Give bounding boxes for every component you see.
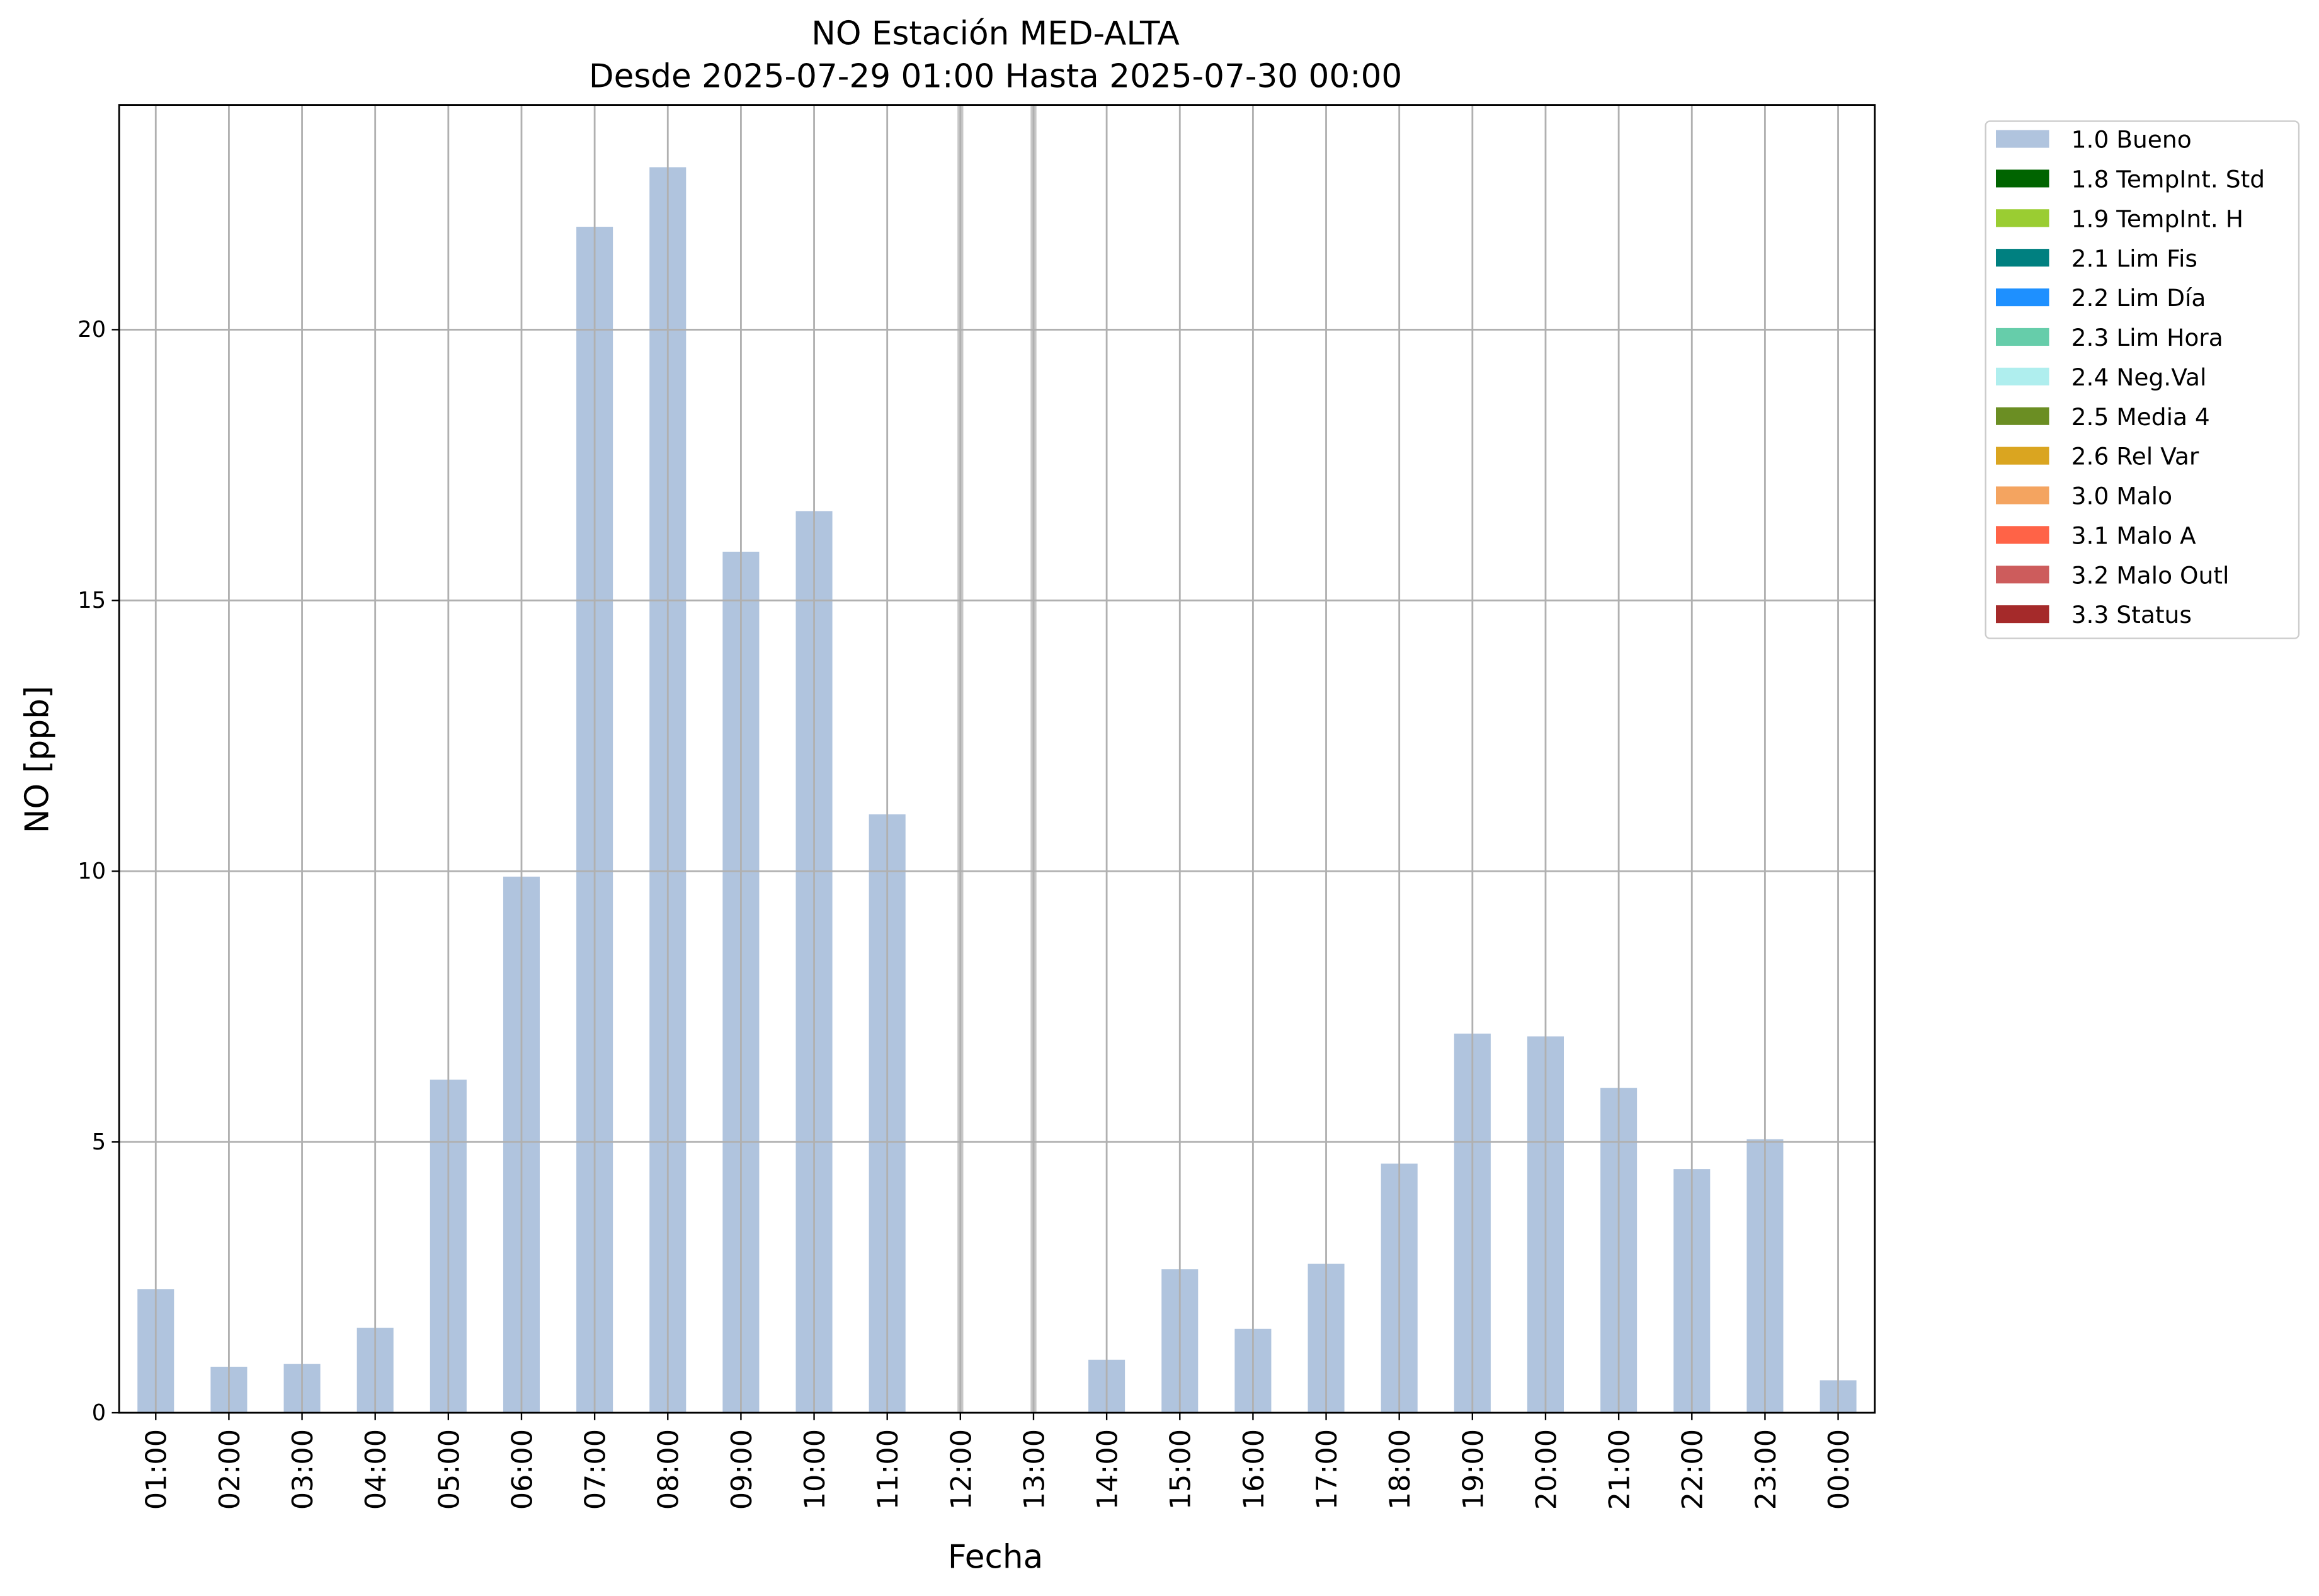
y-tick-label: 20 bbox=[77, 317, 106, 343]
legend-label: 2.1 Lim Fis bbox=[2071, 244, 2197, 272]
x-tick-label: 08:00 bbox=[652, 1429, 685, 1510]
legend-swatch bbox=[1996, 367, 2049, 385]
y-tick-label: 10 bbox=[77, 858, 106, 884]
legend-swatch bbox=[1996, 130, 2049, 148]
x-tick-label: 02:00 bbox=[214, 1429, 246, 1510]
x-tick-label: 14:00 bbox=[1091, 1429, 1124, 1510]
y-tick-label: 5 bbox=[92, 1129, 106, 1155]
legend-swatch bbox=[1996, 209, 2049, 227]
x-tick-label: 17:00 bbox=[1311, 1429, 1343, 1510]
legend-swatch bbox=[1996, 249, 2049, 267]
legend-label: 2.3 Lim Hora bbox=[2071, 324, 2223, 351]
legend-label: 2.6 Rel Var bbox=[2071, 443, 2199, 470]
legend-swatch bbox=[1996, 566, 2049, 584]
x-tick-label: 19:00 bbox=[1457, 1429, 1490, 1510]
legend-swatch bbox=[1996, 526, 2049, 544]
x-tick-label: 18:00 bbox=[1384, 1429, 1416, 1510]
x-tick-label: 22:00 bbox=[1677, 1429, 1709, 1510]
x-tick-label: 23:00 bbox=[1750, 1429, 1782, 1510]
legend-box bbox=[1985, 120, 2300, 639]
x-tick-label: 06:00 bbox=[506, 1429, 538, 1510]
y-tick-label: 0 bbox=[92, 1400, 106, 1426]
legend-swatch bbox=[1996, 407, 2049, 425]
legend-label: 1.8 TempInt. Std bbox=[2071, 166, 2265, 193]
x-tick-label: 09:00 bbox=[726, 1429, 758, 1510]
x-tick-label: 21:00 bbox=[1604, 1429, 1636, 1510]
x-tick-label: 20:00 bbox=[1530, 1429, 1563, 1510]
y-axis-label: NO [ppb] bbox=[19, 686, 57, 833]
chart-subtitle: Desde 2025-07-29 01:00 Hasta 2025-07-30 … bbox=[589, 57, 1402, 95]
x-tick-label: 15:00 bbox=[1165, 1429, 1197, 1510]
legend-label: 2.5 Media 4 bbox=[2071, 403, 2210, 431]
legend-swatch bbox=[1996, 605, 2049, 624]
legend-label: 1.9 TempInt. H bbox=[2071, 205, 2243, 232]
x-tick-label: 07:00 bbox=[579, 1429, 612, 1510]
legend-label: 3.0 Malo bbox=[2071, 482, 2172, 510]
legend-swatch bbox=[1996, 169, 2049, 188]
x-axis-label: Fecha bbox=[948, 1538, 1043, 1576]
y-tick-label: 15 bbox=[77, 588, 106, 613]
legend-swatch bbox=[1996, 328, 2049, 346]
plot-frame bbox=[118, 104, 1876, 1414]
legend-label: 2.4 Neg.Val bbox=[2071, 363, 2207, 391]
x-tick-label: 04:00 bbox=[360, 1429, 392, 1510]
legend-label: 3.2 Malo Outl bbox=[2071, 561, 2230, 589]
x-tick-label: 12:00 bbox=[945, 1429, 977, 1510]
legend-label: 3.3 Status bbox=[2071, 601, 2192, 629]
chart-title: NO Estación MED-ALTA bbox=[811, 14, 1180, 52]
x-tick-label: 03:00 bbox=[287, 1429, 319, 1510]
legend-swatch bbox=[1996, 288, 2049, 307]
x-tick-label: 13:00 bbox=[1018, 1429, 1051, 1510]
legend-label: 1.0 Bueno bbox=[2071, 126, 2192, 154]
x-tick-label: 11:00 bbox=[872, 1429, 904, 1510]
x-tick-label: 05:00 bbox=[433, 1429, 465, 1510]
x-tick-label: 01:00 bbox=[140, 1429, 173, 1510]
x-tick-label: 00:00 bbox=[1823, 1429, 1855, 1510]
x-tick-label: 16:00 bbox=[1238, 1429, 1270, 1510]
legend-label: 2.2 Lim Día bbox=[2071, 284, 2206, 312]
legend-label: 3.1 Malo A bbox=[2071, 522, 2196, 549]
x-tick-label: 10:00 bbox=[799, 1429, 831, 1510]
legend-swatch bbox=[1996, 447, 2049, 465]
legend-swatch bbox=[1996, 486, 2049, 504]
